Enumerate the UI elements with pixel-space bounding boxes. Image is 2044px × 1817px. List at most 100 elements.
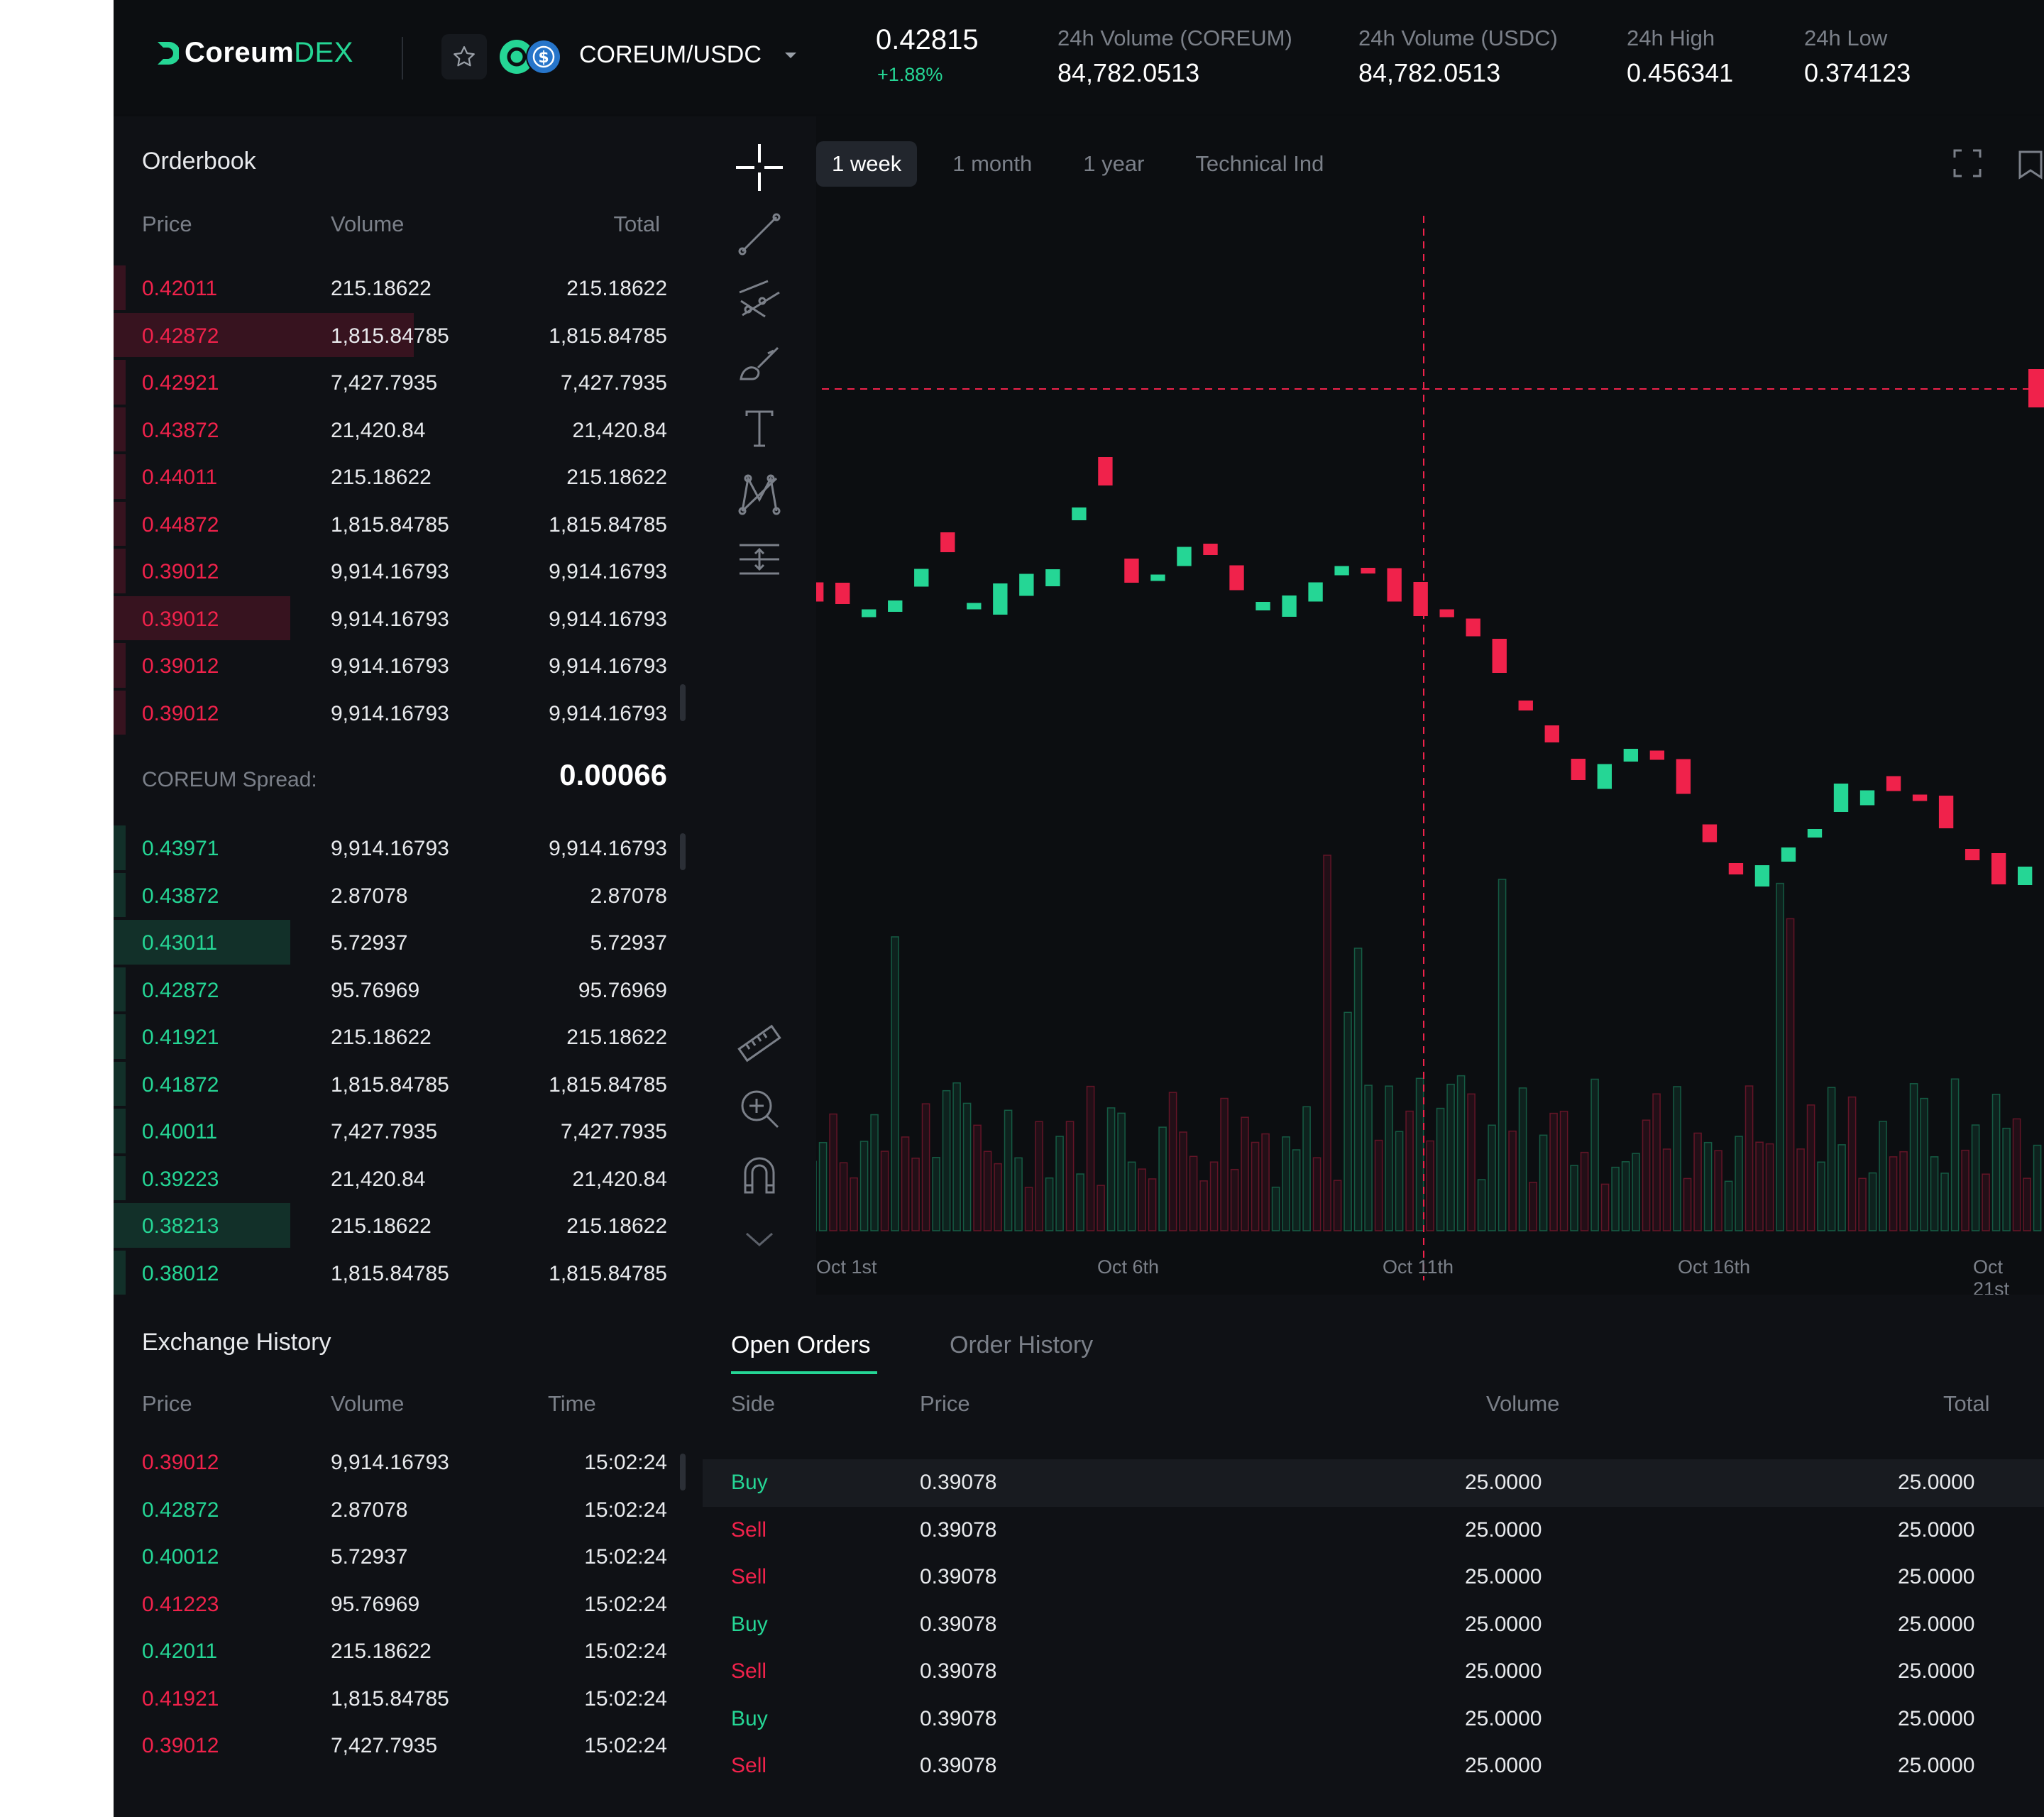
volume-bar: [1251, 1141, 1260, 1231]
ask-row[interactable]: 0.39012 9,914.16793 9,914.16793: [114, 595, 703, 642]
order-row[interactable]: Sell 0.39078 25.0000 25.0000: [703, 1554, 2044, 1601]
bid-row[interactable]: 0.43971 9,914.16793 9,914.16793: [114, 824, 703, 872]
asks-scrollbar[interactable]: [680, 684, 686, 721]
candle: [1282, 595, 1297, 617]
bid-row[interactable]: 0.43872 2.87078 2.87078: [114, 872, 703, 919]
exchange-history-list: 0.39012 9,914.16793 15:02:24 0.42872 2.87078…: [114, 1451, 703, 1782]
timeframe-tabs: 1 week 1 month 1 year Technical Ind: [816, 141, 1359, 187]
history-scrollbar[interactable]: [680, 1454, 686, 1491]
trade-price: 0.42011: [142, 1640, 218, 1663]
trade-row: 0.40012 5.72937 15:02:24: [114, 1545, 703, 1593]
chevron-down-icon[interactable]: [782, 47, 799, 64]
text-icon: [745, 410, 774, 447]
orderbook-header: Price Volume Total: [142, 212, 667, 240]
order-row[interactable]: Sell 0.39078 25.0000 25.0000: [703, 1742, 2044, 1790]
measure-position-tool[interactable]: [732, 532, 786, 586]
volume-bar: [1405, 1110, 1414, 1231]
ask-row[interactable]: 0.44872 1,815.84785 1,815.84785: [114, 500, 703, 548]
ask-row[interactable]: 0.39012 9,914.16793 9,914.16793: [114, 547, 703, 595]
depth-bar: [114, 1014, 126, 1059]
ruler-tool[interactable]: [732, 1016, 786, 1070]
zoom-in-tool[interactable]: [732, 1082, 786, 1136]
favorite-button[interactable]: [441, 34, 487, 79]
bid-row[interactable]: 0.41872 1,815.84785 1,815.84785: [114, 1060, 703, 1108]
coreum-logo[interactable]: CoreumDEX: [153, 37, 353, 69]
candle: [1912, 794, 1928, 801]
order-row[interactable]: Buy 0.39078 25.0000 25.0000: [703, 1459, 2044, 1507]
text-tool[interactable]: [732, 402, 786, 456]
open-orders-list: Buy 0.39078 25.0000 25.0000 Sell 0.39078 25.00…: [703, 1459, 2044, 1790]
bid-row[interactable]: 0.40011 7,427.7935 7,427.7935: [114, 1107, 703, 1155]
active-tab-underline: [731, 1371, 877, 1374]
ask-row[interactable]: 0.42921 7,427.7935 7,427.7935: [114, 358, 703, 406]
order-total: 25.0000: [1898, 1706, 1975, 1730]
trade-volume: 5.72937: [331, 1545, 408, 1569]
order-row[interactable]: Sell 0.39078 25.0000 25.0000: [703, 1507, 2044, 1554]
volume-bar: [1282, 1136, 1290, 1231]
volume-bar: [1776, 882, 1784, 1231]
order-volume: 25.0000: [1465, 1706, 1542, 1730]
tab-order-history[interactable]: Order History: [950, 1332, 1094, 1358]
pair-selector[interactable]: COREUM/USDC: [579, 41, 762, 68]
bid-price: 0.41921: [142, 1026, 219, 1049]
order-row[interactable]: Buy 0.39078 25.0000 25.0000: [703, 1696, 2044, 1743]
volume-bar: [1611, 1166, 1620, 1231]
fib-tool[interactable]: [732, 271, 786, 325]
ask-row[interactable]: 0.39012 9,914.16793 9,914.16793: [114, 642, 703, 689]
fullscreen-icon[interactable]: [1952, 148, 1983, 179]
volume-bar: [1991, 1094, 2001, 1231]
ask-row[interactable]: 0.42011 215.18622 215.18622: [114, 264, 703, 312]
stat-value: 0.456341: [1627, 58, 1734, 87]
bid-row[interactable]: 0.38012 1,815.84785 1,815.84785: [114, 1249, 703, 1297]
volume-bar: [1209, 1161, 1219, 1231]
volume-bar: [1065, 1121, 1075, 1231]
volume-bar: [1559, 1110, 1568, 1231]
volume-bar: [1858, 1178, 1867, 1231]
order-row[interactable]: Buy 0.39078 25.0000 25.0000: [703, 1601, 2044, 1649]
volume-bar: [1806, 1104, 1815, 1231]
order-row[interactable]: Sell 0.39078 25.0000 25.0000: [703, 1648, 2044, 1696]
ask-row[interactable]: 0.42872 1,815.84785 1,815.84785: [114, 312, 703, 359]
ask-volume: 9,914.16793: [331, 560, 449, 583]
ask-row[interactable]: 0.39012 9,914.16793 9,914.16793: [114, 689, 703, 737]
bookmark-icon[interactable]: [2017, 149, 2044, 180]
trend-line-tool[interactable]: [732, 207, 786, 261]
ask-price: 0.39012: [142, 607, 219, 631]
crosshair-tool[interactable]: [732, 141, 786, 194]
volume-bar: [891, 936, 899, 1231]
ask-row[interactable]: 0.44011 215.18622 215.18622: [114, 453, 703, 500]
brush-tool[interactable]: [732, 336, 786, 390]
candle: [1965, 849, 1980, 860]
volume-bar: [1488, 1124, 1496, 1231]
bid-row[interactable]: 0.42872 95.76969 95.76969: [114, 966, 703, 1014]
trade-row: 0.41921 1,815.84785 15:02:24: [114, 1687, 703, 1735]
tab-technical-indicators[interactable]: Technical Ind: [1195, 151, 1324, 176]
candle: [1098, 457, 1113, 485]
bid-row[interactable]: 0.39223 21,420.84 21,420.84: [114, 1155, 703, 1202]
crosshair-icon: [736, 144, 783, 191]
tab-1-month[interactable]: 1 month: [952, 151, 1033, 176]
collapse-tools-button[interactable]: [732, 1212, 786, 1266]
volume-bar: [1652, 1093, 1661, 1231]
pattern-tool[interactable]: [732, 467, 786, 521]
volume-bar: [1735, 1136, 1743, 1231]
volume-bar: [921, 1103, 930, 1231]
magnet-tool[interactable]: [732, 1147, 786, 1201]
trade-price: 0.42872: [142, 1498, 219, 1522]
volume-bar: [1847, 1096, 1857, 1231]
x-axis-label: Oct 1st: [816, 1256, 877, 1278]
bid-row[interactable]: 0.41921 215.18622 215.18622: [114, 1013, 703, 1060]
candlestick-chart[interactable]: [703, 116, 2044, 1295]
volume-bar: [1014, 1157, 1023, 1231]
header-volume: Volume: [331, 1391, 405, 1416]
volume-bar: [911, 1158, 920, 1231]
bids-scrollbar[interactable]: [680, 833, 686, 870]
candle: [1886, 776, 1901, 791]
tab-1-week[interactable]: 1 week: [816, 141, 918, 187]
bid-row[interactable]: 0.43011 5.72937 5.72937: [114, 918, 703, 966]
bid-row[interactable]: 0.38213 215.18622 215.18622: [114, 1202, 703, 1249]
ask-row[interactable]: 0.43872 21,420.84 21,420.84: [114, 406, 703, 454]
tab-1-year[interactable]: 1 year: [1083, 151, 1145, 176]
ask-total: 9,914.16793: [549, 607, 667, 631]
tab-open-orders[interactable]: Open Orders: [731, 1332, 871, 1358]
